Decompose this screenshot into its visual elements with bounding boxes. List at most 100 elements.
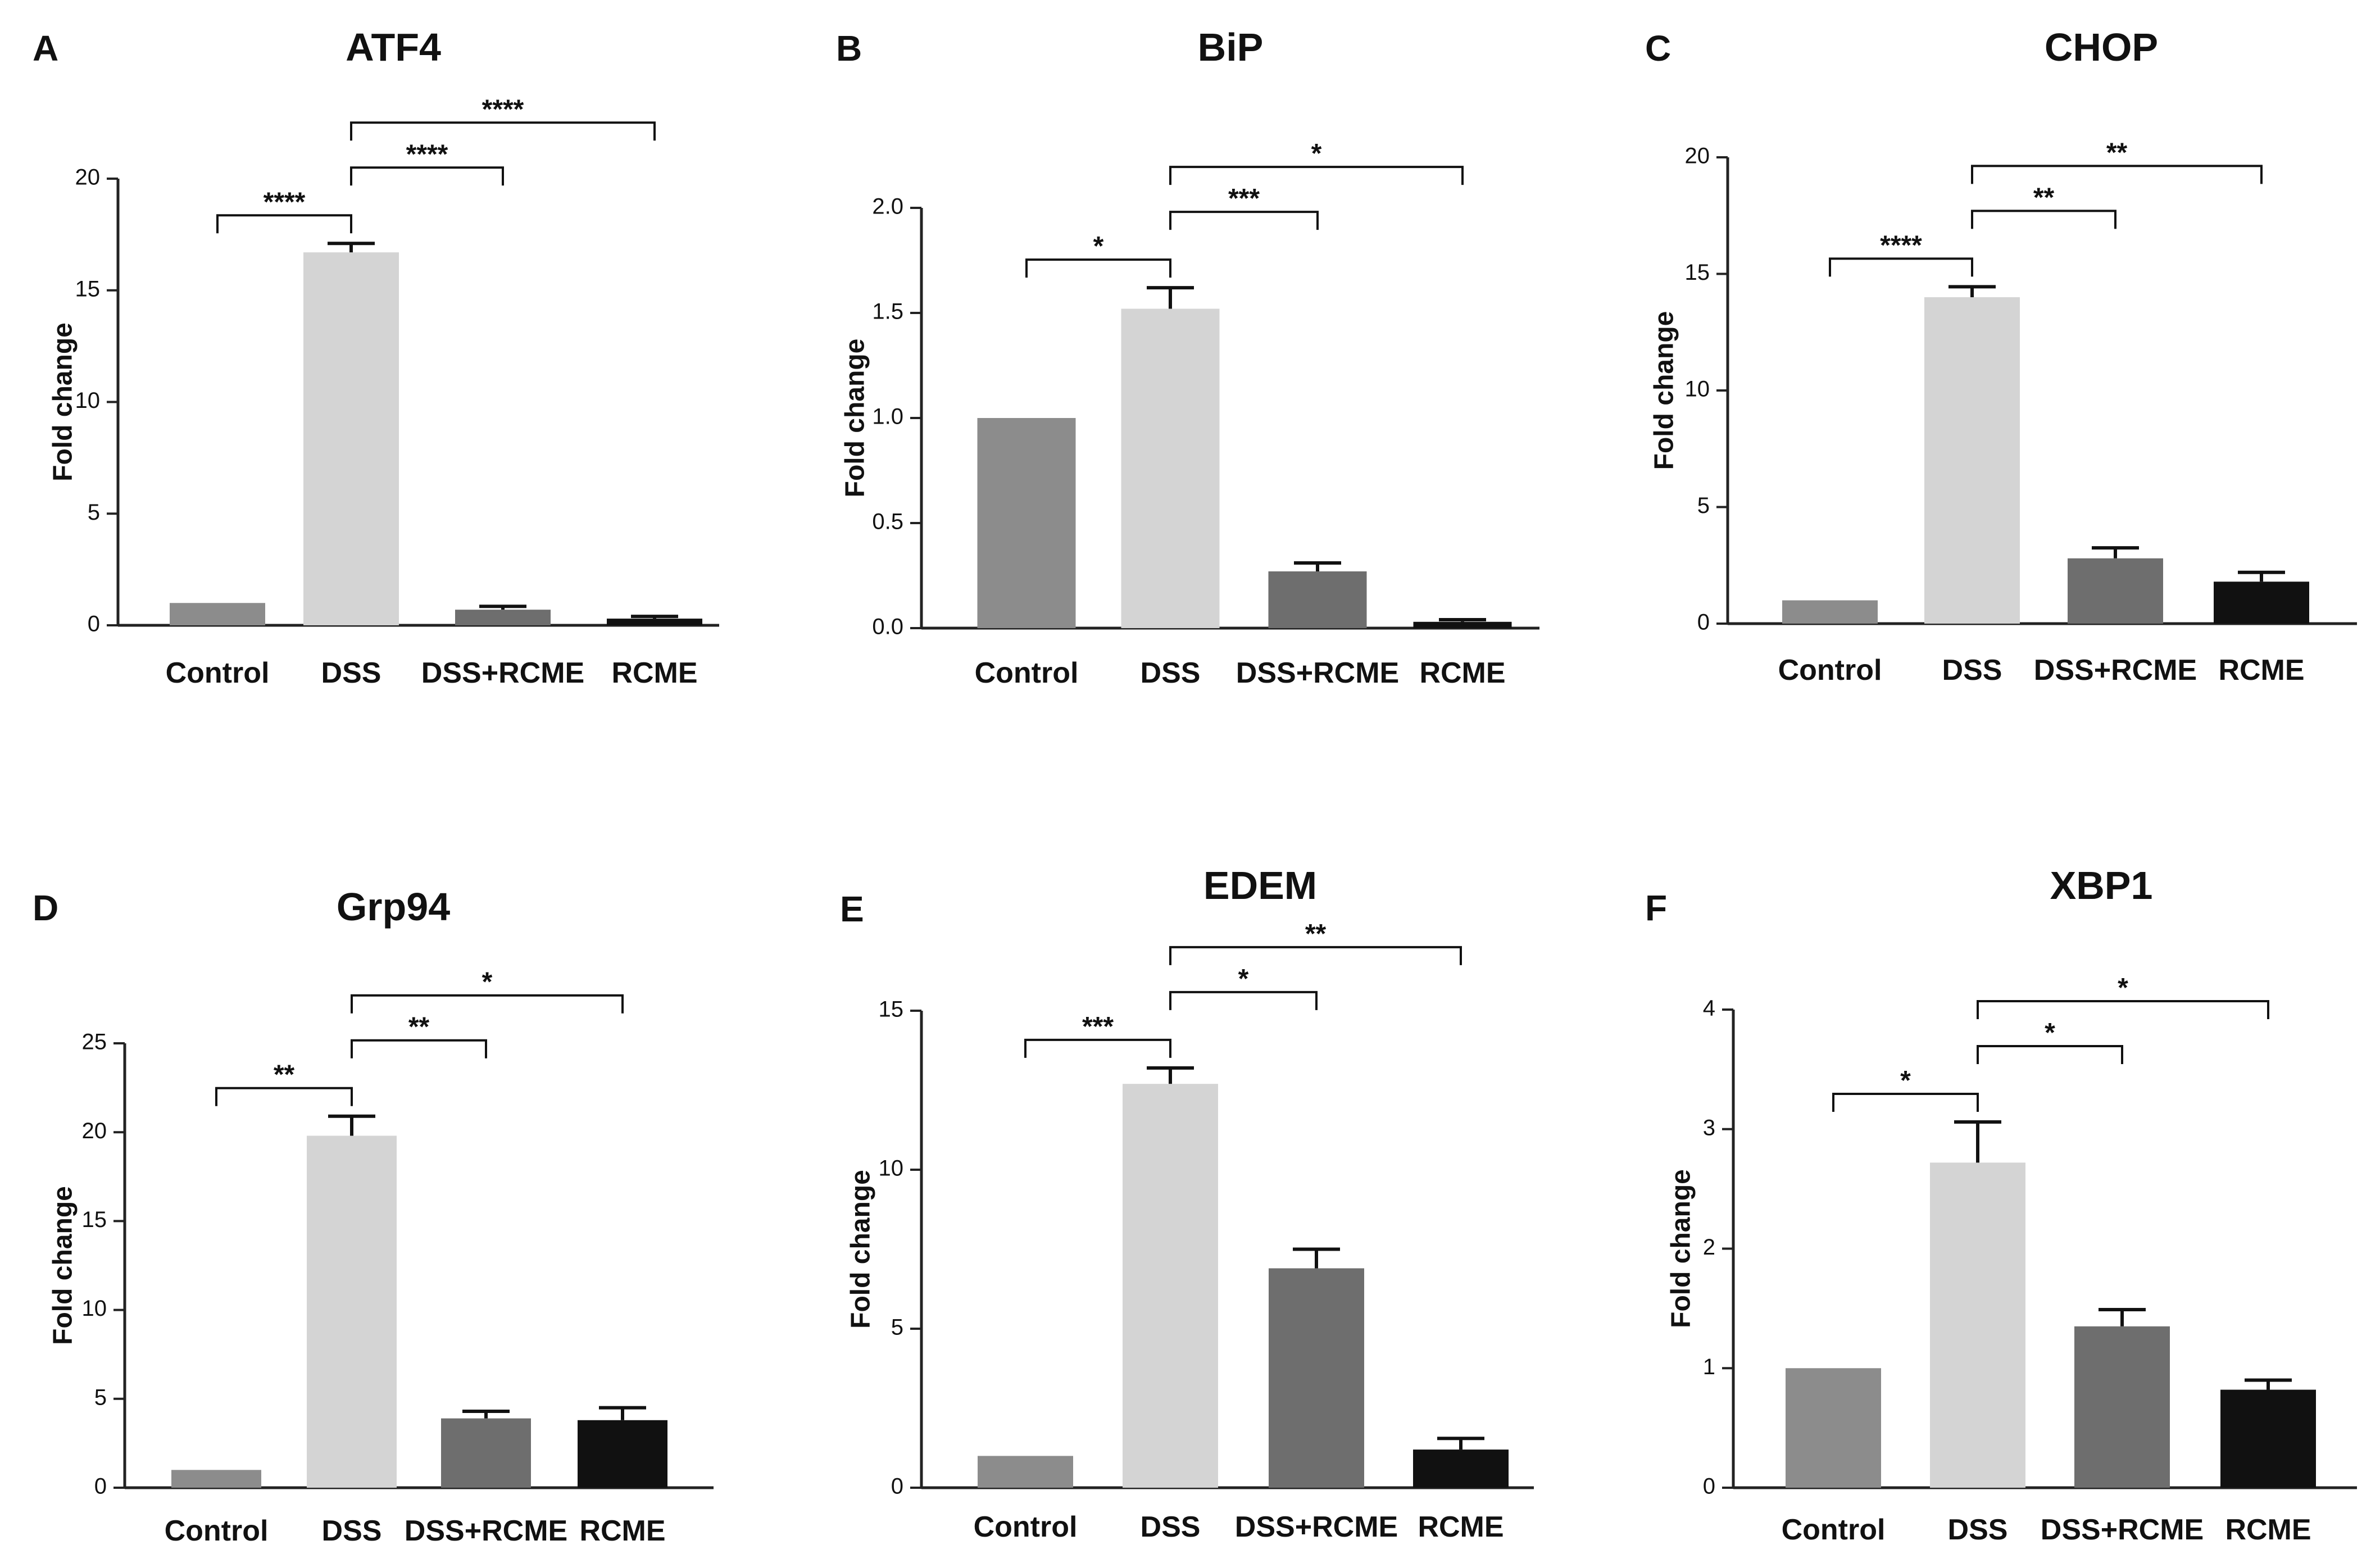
significance-label: *: [1238, 964, 1249, 994]
significance-bracket: [1169, 946, 1462, 965]
significance-label: **: [2106, 138, 2128, 167]
significance-bracket: [1169, 166, 1464, 185]
panel-letter: D: [33, 888, 58, 928]
x-category-label: DSS: [1948, 1514, 2008, 1546]
y-tick-label: 10: [82, 1296, 107, 1321]
significance-bracket: [1977, 1044, 2123, 1064]
x-category-label: DSS: [1141, 657, 1201, 689]
y-axis-label: Fold change: [846, 1170, 876, 1329]
significance-label: ***: [1228, 184, 1260, 213]
significance-bracket: [1832, 1092, 1979, 1112]
bar-rcme: [2214, 581, 2309, 624]
significance-label: **: [408, 1012, 430, 1042]
y-tick-label: 0.5: [872, 510, 903, 534]
bar-dss-rcme: [1268, 571, 1367, 628]
y-tick-label: 0: [88, 612, 100, 637]
y-tick-label: 4: [1703, 996, 1715, 1021]
significance-bracket: [351, 1039, 487, 1058]
x-category-label: Control: [1782, 1514, 1886, 1546]
significance-bracket: [215, 1087, 353, 1106]
x-category-label: Control: [974, 1511, 1078, 1543]
bar-control: [1786, 1368, 1881, 1488]
panel-letter: F: [1645, 888, 1667, 928]
significance-label: ****: [482, 94, 524, 124]
x-category-label: DSS+RCME: [2041, 1514, 2204, 1546]
y-tick-label: 15: [82, 1207, 107, 1232]
y-tick-label: 3: [1703, 1115, 1715, 1140]
significance-label: ***: [1082, 1012, 1114, 1042]
y-axis-label: Fold change: [1666, 1169, 1696, 1328]
panel-letter: C: [1645, 28, 1671, 69]
x-category-label: RCME: [611, 657, 697, 689]
bar-dss: [307, 1135, 397, 1488]
significance-bracket: [1829, 257, 1973, 277]
y-tick-label: 5: [94, 1385, 107, 1410]
y-tick-label: 0: [891, 1474, 903, 1499]
bar-rcme: [2220, 1389, 2316, 1488]
y-tick-label: 0: [94, 1474, 107, 1499]
significance-bracket: [1977, 999, 2269, 1019]
significance-label: *: [482, 967, 493, 997]
y-tick-label: 1.0: [872, 405, 903, 429]
bar-rcme: [1413, 1450, 1509, 1488]
x-category-label: Control: [166, 657, 270, 689]
significance-label: *: [1093, 231, 1104, 261]
y-tick-label: 15: [75, 276, 101, 301]
significance-label: **: [274, 1060, 295, 1090]
bar-dss: [1121, 308, 1220, 628]
chart-title: Grp94: [337, 885, 450, 929]
y-tick-label: 20: [1685, 144, 1710, 169]
significance-bracket: [1025, 258, 1171, 278]
significance-bracket: [1024, 1038, 1171, 1058]
y-tick-label: 10: [1685, 377, 1710, 402]
significance-bracket: [350, 166, 504, 186]
y-tick-label: 1: [1703, 1355, 1715, 1379]
x-category-label: Control: [1778, 654, 1882, 687]
bar-dss-rcme: [441, 1418, 531, 1488]
x-category-label: DSS+RCME: [2034, 654, 2197, 687]
significance-bracket: [1971, 165, 2263, 184]
significance-label: *: [2118, 973, 2128, 1003]
significance-bracket: [351, 994, 624, 1014]
bar-dss: [1924, 297, 2020, 624]
x-category-label: RCME: [2225, 1514, 2311, 1546]
y-tick-label: 2.0: [872, 194, 903, 219]
panel-letter: E: [840, 889, 864, 929]
x-category-label: Control: [165, 1515, 269, 1547]
y-tick-label: 1.5: [872, 299, 903, 324]
significance-bracket: [1169, 211, 1319, 230]
chart-title: XBP1: [2050, 864, 2153, 907]
bar-control: [170, 603, 265, 625]
y-tick-label: 10: [879, 1156, 904, 1181]
x-category-label: DSS: [1942, 654, 2002, 687]
significance-label: ****: [264, 187, 306, 217]
y-tick-label: 15: [1685, 260, 1710, 285]
y-tick-label: 5: [88, 500, 100, 525]
y-tick-label: 15: [879, 997, 904, 1022]
x-category-label: RCME: [2218, 654, 2304, 687]
bar-dss-rcme: [1269, 1268, 1364, 1488]
significance-label: *: [1311, 139, 1322, 169]
panel-D: D Grp94 Fold change 0 5 10 15 20 25 Control DSS DSS…: [33, 885, 714, 1547]
x-category-label: DSS: [1141, 1511, 1201, 1543]
significance-bracket: [350, 121, 656, 141]
y-tick-label: 20: [75, 165, 101, 190]
y-axis-label: Fold change: [1650, 311, 1679, 470]
bar-control: [978, 1456, 1073, 1488]
x-category-label: RCME: [579, 1515, 665, 1547]
x-category-label: RCME: [1418, 1511, 1504, 1543]
panel-C: C CHOP Fold change 0 5 10 15 20 Control DSS DSS+RC…: [1645, 25, 2357, 687]
bar-dss-rcme: [455, 610, 551, 625]
bar-dss-rcme: [2068, 558, 2163, 624]
significance-label: *: [2045, 1018, 2055, 1048]
panel-A: A ATF4 Fold change 0 5 10 15 20 Control DSS DSS+RC…: [33, 25, 719, 689]
significance-label: **: [1305, 919, 1327, 949]
x-category-label: DSS: [322, 1515, 382, 1547]
y-tick-label: 5: [891, 1315, 903, 1340]
chart-title: CHOP: [2045, 25, 2158, 69]
bar-rcme: [1413, 621, 1512, 628]
chart-title: ATF4: [346, 25, 441, 69]
chart-title: EDEM: [1203, 864, 1317, 907]
bar-control: [977, 418, 1076, 628]
